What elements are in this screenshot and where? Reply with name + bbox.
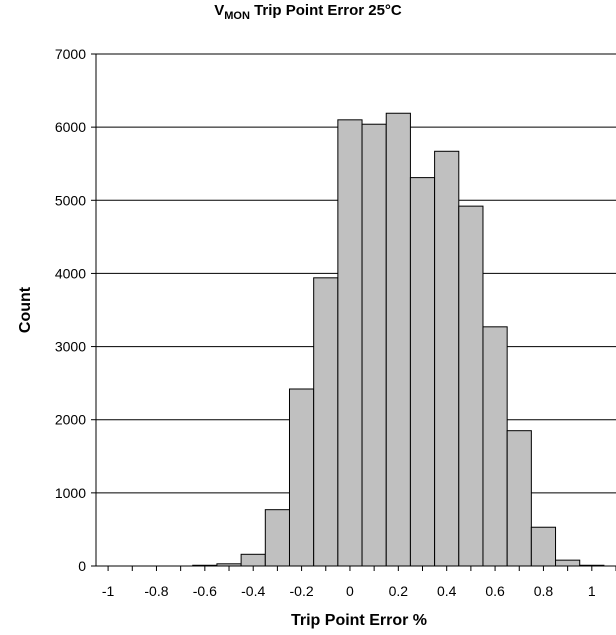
y-tick-label: 5000 [55,192,86,208]
x-tick-label: 0.6 [485,583,505,599]
histogram-bar [337,119,363,567]
y-tick-label: 2000 [55,412,86,428]
x-tick-label: 0.4 [437,583,457,599]
histogram-bar [530,526,557,567]
histogram-bar [313,277,339,567]
x-tick-label: -0.6 [193,583,217,599]
x-tick-label: 0.2 [389,583,409,599]
histogram-bar [482,326,508,567]
histogram-bar [458,205,484,567]
histogram-bar [385,112,411,567]
histogram-bar [288,388,315,567]
x-tick-label: -0.4 [241,583,265,599]
y-tick-labels: 0 1000 2000 3000 4000 5000 6000 7000 [55,46,86,574]
axes [95,54,616,571]
histogram-bar [434,150,460,567]
bars [192,112,605,567]
y-tick-label: 6000 [55,119,86,135]
y-tick-label: 4000 [55,265,86,281]
x-tick-labels: -1 -0.8 -0.6 -0.4 -0.2 0 0.2 0.4 0.6 0.8 1 [102,583,596,599]
x-axis-label: Trip Point Error % [291,612,427,629]
histogram-bar [555,559,581,567]
y-tick-label: 3000 [55,339,86,355]
histogram-bar [264,509,290,567]
y-tick-label: 7000 [55,46,86,62]
x-tick-label: 0 [346,583,354,599]
x-tick-label: -1 [102,583,115,599]
x-tick-label: 0.8 [534,583,554,599]
histogram-bar [506,430,532,567]
chart-title: VMON Trip Point Error 25°C [214,2,402,22]
y-axis-label: Count [17,286,34,333]
y-tick-label: 0 [78,558,86,574]
x-tick-label: -0.2 [290,583,314,599]
histogram-bar [240,553,266,567]
x-tick-label: -0.8 [144,583,168,599]
histogram-bar [409,177,436,567]
x-tick-label: 1 [588,583,596,599]
y-tick-label: 1000 [55,485,86,501]
histogram-bar [361,123,387,567]
